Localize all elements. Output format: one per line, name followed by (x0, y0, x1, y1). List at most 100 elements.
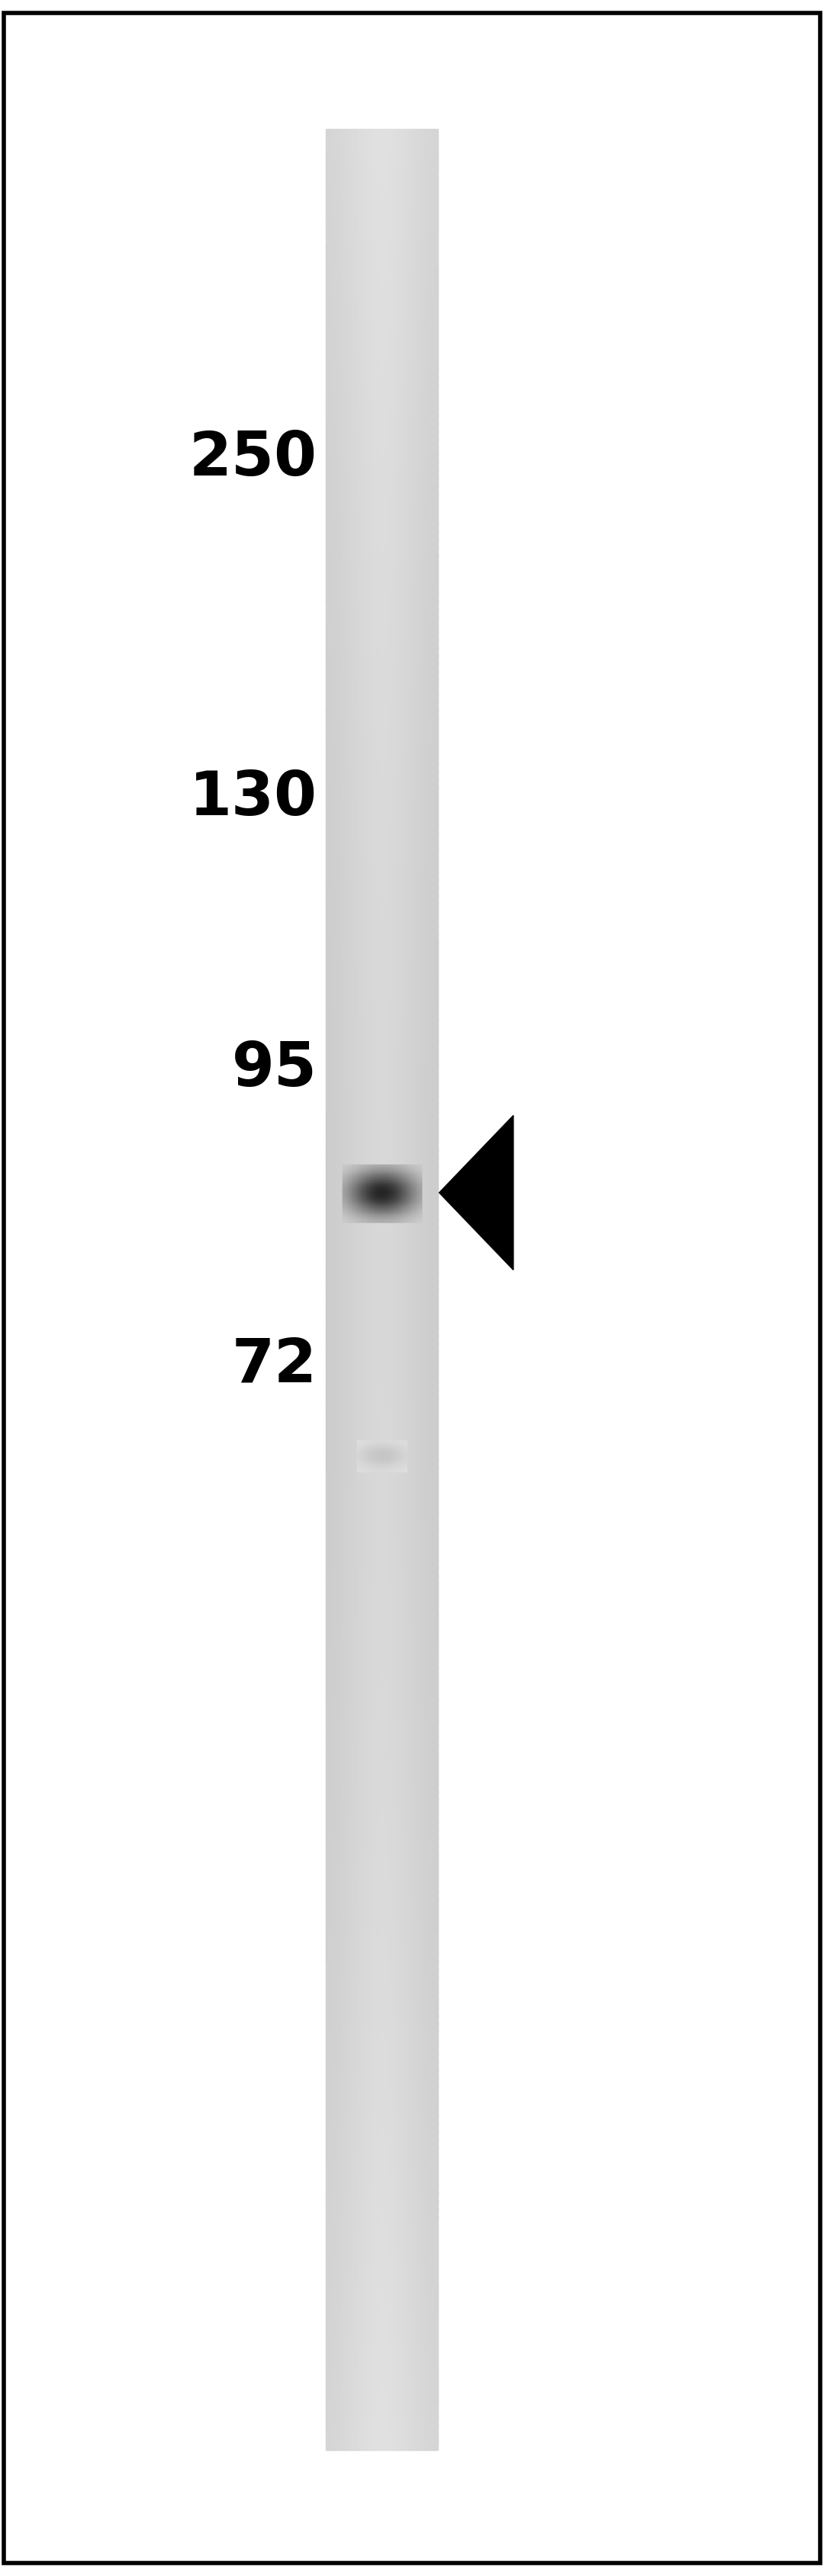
Bar (395, 994, 398, 1005)
Bar (435, 1690, 438, 1700)
Bar (337, 1945, 340, 1955)
Bar (330, 314, 334, 325)
Bar (419, 1860, 423, 1870)
Bar (404, 237, 407, 247)
Bar (430, 1149, 433, 1159)
Bar (408, 523, 411, 533)
Bar (393, 685, 396, 696)
Bar (335, 1164, 338, 1175)
Bar (326, 1218, 329, 1229)
Bar (362, 492, 364, 502)
Bar (435, 1249, 438, 1260)
Bar (386, 933, 389, 943)
Bar (357, 229, 360, 240)
Bar (410, 1582, 414, 1592)
Bar (375, 677, 378, 688)
Bar (328, 392, 331, 402)
Bar (344, 523, 347, 533)
Bar (341, 160, 344, 170)
Bar (413, 1566, 416, 1577)
Bar (379, 1388, 382, 1399)
Bar (371, 167, 373, 178)
Bar (333, 461, 335, 471)
Bar (406, 592, 409, 603)
Bar (404, 1945, 407, 1955)
Bar (391, 477, 394, 487)
Bar (341, 2300, 344, 2311)
Bar (404, 2038, 407, 2048)
Bar (388, 1775, 391, 1785)
Bar (335, 1651, 338, 1662)
Bar (422, 2308, 424, 2318)
Bar (397, 1257, 400, 1267)
Bar (344, 616, 347, 626)
Bar (353, 198, 356, 209)
Bar (393, 407, 396, 417)
Bar (406, 1744, 409, 1754)
Bar (344, 268, 347, 278)
Bar (335, 1481, 338, 1492)
Bar (413, 2316, 416, 2326)
Bar (406, 1303, 409, 1314)
Bar (419, 1960, 423, 1971)
Bar (424, 724, 427, 734)
Bar (379, 2045, 382, 2056)
Bar (393, 1087, 396, 1097)
Bar (393, 399, 396, 410)
Bar (357, 1728, 360, 1739)
Bar (393, 260, 396, 270)
Bar (401, 1303, 405, 1314)
Bar (435, 1891, 438, 1901)
Bar (435, 1443, 438, 1453)
Bar (388, 1033, 391, 1043)
Bar (426, 2254, 429, 2264)
Bar (328, 2177, 331, 2187)
Bar (408, 1829, 411, 1839)
Bar (410, 2014, 414, 2025)
Bar (408, 1087, 411, 1097)
Bar (346, 1829, 349, 1839)
Bar (433, 933, 436, 943)
Bar (384, 1497, 386, 1507)
Bar (375, 1164, 378, 1175)
Bar (341, 1489, 344, 1499)
Bar (333, 654, 335, 665)
Bar (422, 2208, 424, 2218)
Bar (393, 554, 396, 564)
Bar (368, 1010, 371, 1020)
Bar (362, 1497, 364, 1507)
Bar (397, 1798, 400, 1808)
Bar (415, 1427, 418, 1437)
Bar (419, 2393, 423, 2403)
Bar (379, 1172, 382, 1182)
Bar (397, 1048, 400, 1059)
Bar (391, 1582, 394, 1592)
Bar (330, 361, 334, 371)
Bar (415, 1311, 418, 1321)
Bar (333, 1373, 335, 1383)
Bar (386, 1628, 389, 1638)
Bar (435, 1041, 438, 1051)
Bar (401, 1458, 405, 1468)
Bar (377, 2339, 380, 2349)
Bar (366, 446, 369, 456)
Bar (357, 1589, 360, 1600)
Bar (372, 268, 376, 278)
Bar (428, 1010, 431, 1020)
Bar (366, 639, 369, 649)
Bar (384, 909, 386, 920)
Bar (335, 430, 338, 440)
Bar (395, 1790, 398, 1801)
Bar (355, 1783, 358, 1793)
Bar (417, 1311, 420, 1321)
Bar (435, 1984, 438, 1994)
Bar (353, 1852, 356, 1862)
Bar (330, 175, 334, 185)
Bar (349, 1976, 351, 1986)
Bar (328, 940, 331, 951)
Bar (430, 1481, 433, 1492)
Bar (371, 1543, 373, 1553)
Bar (349, 2146, 351, 2156)
Bar (341, 2370, 344, 2380)
Bar (382, 152, 385, 162)
